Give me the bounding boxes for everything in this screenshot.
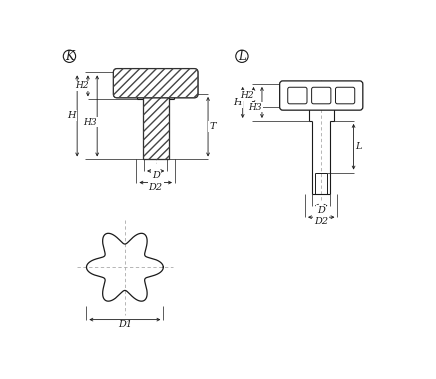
Text: D: D [317,206,325,215]
Text: T: T [209,122,216,131]
Text: H: H [68,111,76,121]
FancyBboxPatch shape [335,87,355,104]
Text: D2: D2 [149,183,163,192]
Text: D1: D1 [118,321,132,329]
Text: H2: H2 [75,81,89,91]
Text: D2: D2 [314,217,328,226]
Text: D: D [152,171,160,180]
Text: H3: H3 [83,117,97,127]
Text: H: H [233,98,242,107]
Polygon shape [143,94,169,160]
Text: K: K [65,50,74,63]
FancyBboxPatch shape [113,69,198,98]
Text: L: L [355,142,361,151]
FancyBboxPatch shape [288,87,307,104]
FancyBboxPatch shape [312,87,331,104]
FancyBboxPatch shape [279,81,363,110]
Text: H3: H3 [248,103,262,111]
Text: L: L [238,50,246,63]
Text: H2: H2 [240,91,253,100]
